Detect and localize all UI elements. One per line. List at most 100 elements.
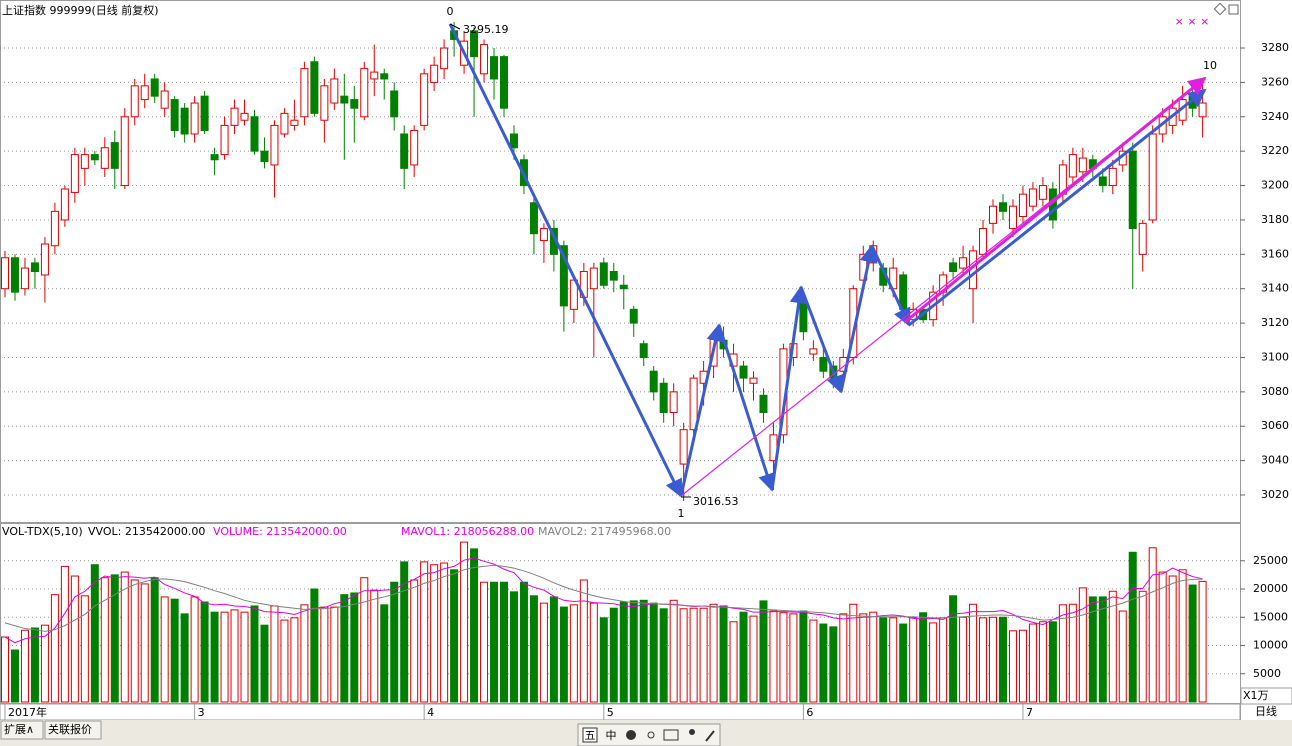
diamond-button[interactable] bbox=[1213, 2, 1227, 16]
candle-body bbox=[500, 56, 508, 109]
volume-bar bbox=[310, 588, 319, 703]
volume-bar bbox=[929, 622, 938, 703]
volume-bar bbox=[100, 577, 109, 703]
toolbar-icon[interactable] bbox=[689, 729, 695, 735]
y-tick-label: 25000 bbox=[1253, 554, 1288, 567]
volume-bar bbox=[210, 611, 219, 703]
toolbar-icon[interactable] bbox=[647, 731, 655, 739]
toolbar-icon[interactable] bbox=[663, 729, 679, 741]
volume-bar bbox=[340, 594, 349, 703]
candle-body bbox=[599, 262, 608, 286]
candle-body bbox=[120, 116, 129, 187]
tab[interactable] bbox=[0, 720, 44, 740]
candle-body bbox=[1018, 193, 1027, 218]
volume-bar bbox=[719, 605, 728, 703]
candle-body bbox=[60, 188, 69, 221]
volume-bar bbox=[1018, 629, 1027, 703]
candle-body bbox=[629, 308, 638, 324]
candle-body bbox=[470, 30, 479, 58]
volume-bar bbox=[1168, 575, 1177, 703]
candle-body bbox=[949, 262, 958, 273]
volume-bar bbox=[959, 616, 968, 703]
volume-bar bbox=[230, 609, 239, 703]
period-label: 日线 bbox=[1255, 704, 1277, 718]
volume-bar bbox=[569, 604, 578, 703]
wave-label: 10 bbox=[1203, 59, 1217, 72]
candle-body bbox=[809, 348, 818, 355]
candle-body bbox=[290, 119, 299, 126]
candle-body bbox=[1138, 222, 1147, 255]
volume-bar bbox=[1, 636, 9, 703]
volume-bar bbox=[1188, 584, 1197, 703]
volume-bar bbox=[779, 612, 788, 703]
candle-body bbox=[819, 356, 828, 372]
volume-bar bbox=[1038, 621, 1047, 703]
y-tick-label: 3040 bbox=[1261, 454, 1289, 467]
candle-body bbox=[1148, 133, 1157, 221]
volume-bar bbox=[629, 600, 638, 703]
volume-bar bbox=[30, 627, 39, 703]
volume-bar bbox=[859, 613, 868, 703]
tab[interactable] bbox=[44, 720, 102, 740]
indicator-title: VOL-TDX(5,10) bbox=[2, 525, 83, 538]
toolbar-button[interactable] bbox=[582, 727, 598, 743]
volume-bar bbox=[380, 604, 389, 703]
volume-bar bbox=[1098, 596, 1107, 703]
volume-bar bbox=[999, 616, 1007, 703]
candle-body bbox=[190, 102, 199, 135]
volume-bar bbox=[430, 564, 439, 703]
x-tick-label: 3 bbox=[198, 706, 205, 719]
volume-bar bbox=[549, 596, 558, 703]
volume-bar bbox=[1198, 580, 1207, 703]
candle-body bbox=[210, 154, 219, 161]
unit-box bbox=[1240, 687, 1292, 705]
volume-bar bbox=[509, 591, 518, 703]
volume-bar bbox=[1138, 590, 1147, 703]
toolbar-label[interactable]: 中 bbox=[606, 729, 617, 742]
candle-body bbox=[979, 228, 988, 255]
volume-bar bbox=[699, 607, 708, 703]
volume-bar bbox=[260, 624, 269, 703]
volume-bar bbox=[669, 599, 678, 703]
volume-bar bbox=[200, 601, 209, 703]
candle-body bbox=[10, 257, 19, 293]
tab-label[interactable]: 扩展∧ bbox=[4, 722, 34, 736]
y-tick-label: 3060 bbox=[1261, 419, 1289, 432]
toolbar bbox=[577, 723, 721, 746]
candle-body bbox=[609, 271, 618, 281]
legend-entry: MAVOL1: 218056288.00 bbox=[401, 525, 534, 538]
volume-bar bbox=[759, 600, 768, 703]
volume-bar bbox=[539, 602, 548, 703]
candle-body bbox=[50, 210, 59, 247]
y-tick-label: 3020 bbox=[1261, 488, 1289, 501]
candle-body bbox=[80, 154, 89, 169]
candle-body bbox=[1008, 205, 1017, 230]
volume-bar bbox=[769, 610, 778, 703]
candle-body bbox=[989, 205, 998, 224]
volume-bar bbox=[350, 592, 359, 703]
candle-body bbox=[300, 68, 309, 118]
volume-bar bbox=[1118, 610, 1127, 703]
candle-body bbox=[749, 377, 758, 384]
toolbar-icon[interactable] bbox=[626, 730, 636, 740]
volume-bar bbox=[649, 602, 658, 703]
toolbar-label[interactable]: 五 bbox=[585, 729, 596, 742]
peak-price-label: 3295.19 bbox=[463, 23, 509, 36]
volume-bar bbox=[829, 626, 838, 703]
volume-bar bbox=[180, 613, 189, 703]
y-tick-label: 3120 bbox=[1261, 316, 1289, 329]
y-tick-label: 5000 bbox=[1253, 667, 1281, 680]
volume-bar bbox=[839, 613, 848, 703]
candle-body bbox=[1108, 167, 1117, 187]
candle-body bbox=[330, 78, 339, 104]
volume-bar bbox=[1158, 571, 1167, 703]
candle-body bbox=[659, 382, 668, 413]
candle-body bbox=[350, 99, 359, 109]
volume-bar bbox=[130, 579, 139, 703]
candle-body bbox=[380, 73, 389, 80]
restore-button[interactable] bbox=[1228, 4, 1239, 15]
toolbar-icon[interactable] bbox=[705, 730, 715, 742]
volume-bar bbox=[689, 607, 698, 703]
tab-label[interactable]: 关联报价 bbox=[48, 722, 92, 736]
wave-line bbox=[870, 245, 911, 327]
